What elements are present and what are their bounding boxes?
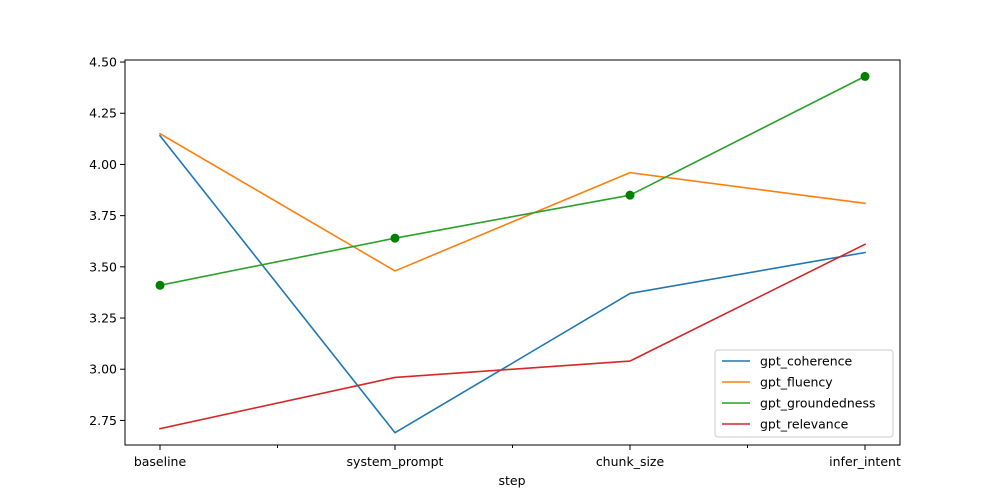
data-point-gpt_groundedness	[155, 280, 165, 290]
legend-label: gpt_coherence	[760, 354, 853, 369]
x-tick-label: baseline	[134, 454, 187, 469]
y-tick-label: 3.75	[89, 208, 117, 223]
series-layer	[155, 71, 870, 434]
x-axis: baseline system_prompt chunk_size infer_int…	[134, 445, 901, 469]
legend-label: gpt_groundedness	[760, 396, 876, 411]
legend-label: gpt_fluency	[760, 375, 833, 390]
x-tick-label: system_prompt	[347, 454, 444, 469]
series-line-gpt_fluency	[158, 132, 866, 272]
y-axis: 2.75 3.00 3.25 3.50 3.75 4.00 4.25 4.50	[89, 55, 125, 428]
y-tick-label: 3.50	[89, 259, 117, 274]
y-tick-label: 4.25	[89, 106, 117, 121]
data-point-gpt_groundedness	[860, 71, 870, 81]
y-tick-label: 3.00	[89, 362, 117, 377]
data-point-gpt_groundedness	[390, 233, 400, 243]
x-tick-label: infer_intent	[829, 454, 901, 469]
legend-label: gpt_relevance	[760, 417, 849, 432]
legend-frame	[714, 349, 894, 438]
x-axis-label: step	[498, 473, 525, 488]
legend: gpt_coherence gpt_fluency gpt_groundedness…	[714, 349, 894, 438]
y-tick-label: 3.25	[89, 311, 117, 326]
series-line-gpt_coherence	[158, 134, 866, 434]
data-point-gpt_groundedness	[625, 190, 635, 200]
y-tick-label: 4.50	[89, 55, 117, 70]
y-tick-label: 2.75	[89, 413, 117, 428]
y-tick-label: 4.00	[89, 157, 117, 172]
series-line-gpt_groundedness	[159, 75, 867, 287]
x-tick-label: chunk_size	[596, 454, 665, 469]
series-line-gpt_relevance	[159, 243, 867, 430]
